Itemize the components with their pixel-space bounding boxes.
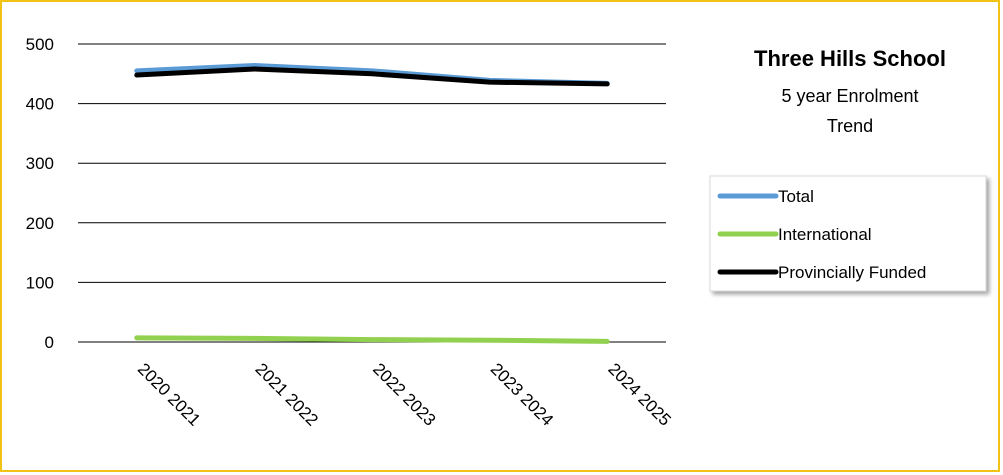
y-tick-label: 200 [26, 214, 54, 233]
y-tick-label: 500 [26, 35, 54, 54]
chart-title-block: Three Hills School 5 year Enrolment Tren… [754, 46, 946, 136]
x-tick-label: 2021 2022 [252, 359, 322, 429]
chart-title: Three Hills School [754, 46, 946, 71]
legend: Total International Provincially Funded [709, 175, 987, 292]
chart-subtitle-line-2: Trend [827, 116, 873, 136]
legend-label: Total [778, 187, 814, 206]
legend-label: International [778, 225, 872, 244]
y-tick-label: 100 [26, 273, 54, 292]
y-tick-label: 300 [26, 154, 54, 173]
x-tick-label: 2024 2025 [604, 359, 674, 429]
legend-label: Provincially Funded [778, 263, 926, 282]
x-axis-ticks: 2020 2021 2021 2022 2022 2023 2023 2024 2024… [134, 359, 675, 429]
x-tick-label: 2022 2023 [369, 359, 439, 429]
y-tick-label: 0 [45, 333, 54, 352]
x-tick-label: 2023 2024 [487, 359, 557, 429]
series-lines [134, 62, 610, 344]
chart-subtitle-line-1: 5 year Enrolment [781, 86, 918, 106]
gridlines [78, 43, 666, 343]
y-axis-ticks: 0 100 200 300 400 500 [26, 35, 54, 352]
y-tick-label: 400 [26, 95, 54, 114]
x-tick-label: 2020 2021 [134, 359, 204, 429]
